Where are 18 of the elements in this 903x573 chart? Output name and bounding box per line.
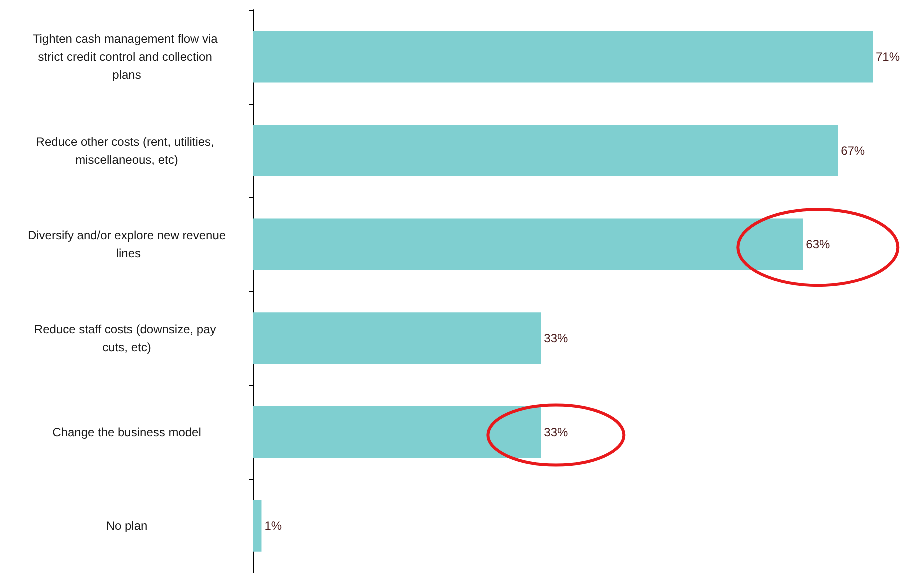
- data-label: 71%: [876, 50, 900, 64]
- y-tick-label: Change the business model: [52, 425, 202, 440]
- bar: [253, 312, 542, 364]
- bar: [253, 406, 542, 458]
- data-label: 33%: [544, 425, 569, 440]
- bar: [253, 218, 804, 270]
- data-label: 67%: [841, 144, 866, 158]
- y-tick-label: Diversify and/or explore new revenue lines: [28, 228, 226, 261]
- data-label: 33%: [544, 331, 569, 346]
- bar: [253, 500, 262, 552]
- data-label: 63%: [806, 238, 830, 252]
- y-tick-label: No plan: [106, 519, 148, 534]
- bar: [253, 124, 838, 177]
- y-tick-label: Reduce staff costs (downsize, pay cuts, etc): [34, 322, 220, 354]
- data-label: 1%: [264, 519, 282, 534]
- bar: [253, 31, 873, 83]
- y-tick-label: Reduce other costs (rent, utilities, miscellaneous, etc): [36, 134, 218, 167]
- y-tick-label: Tighten cash management flow via strict credit control and collection plans: [32, 32, 222, 82]
